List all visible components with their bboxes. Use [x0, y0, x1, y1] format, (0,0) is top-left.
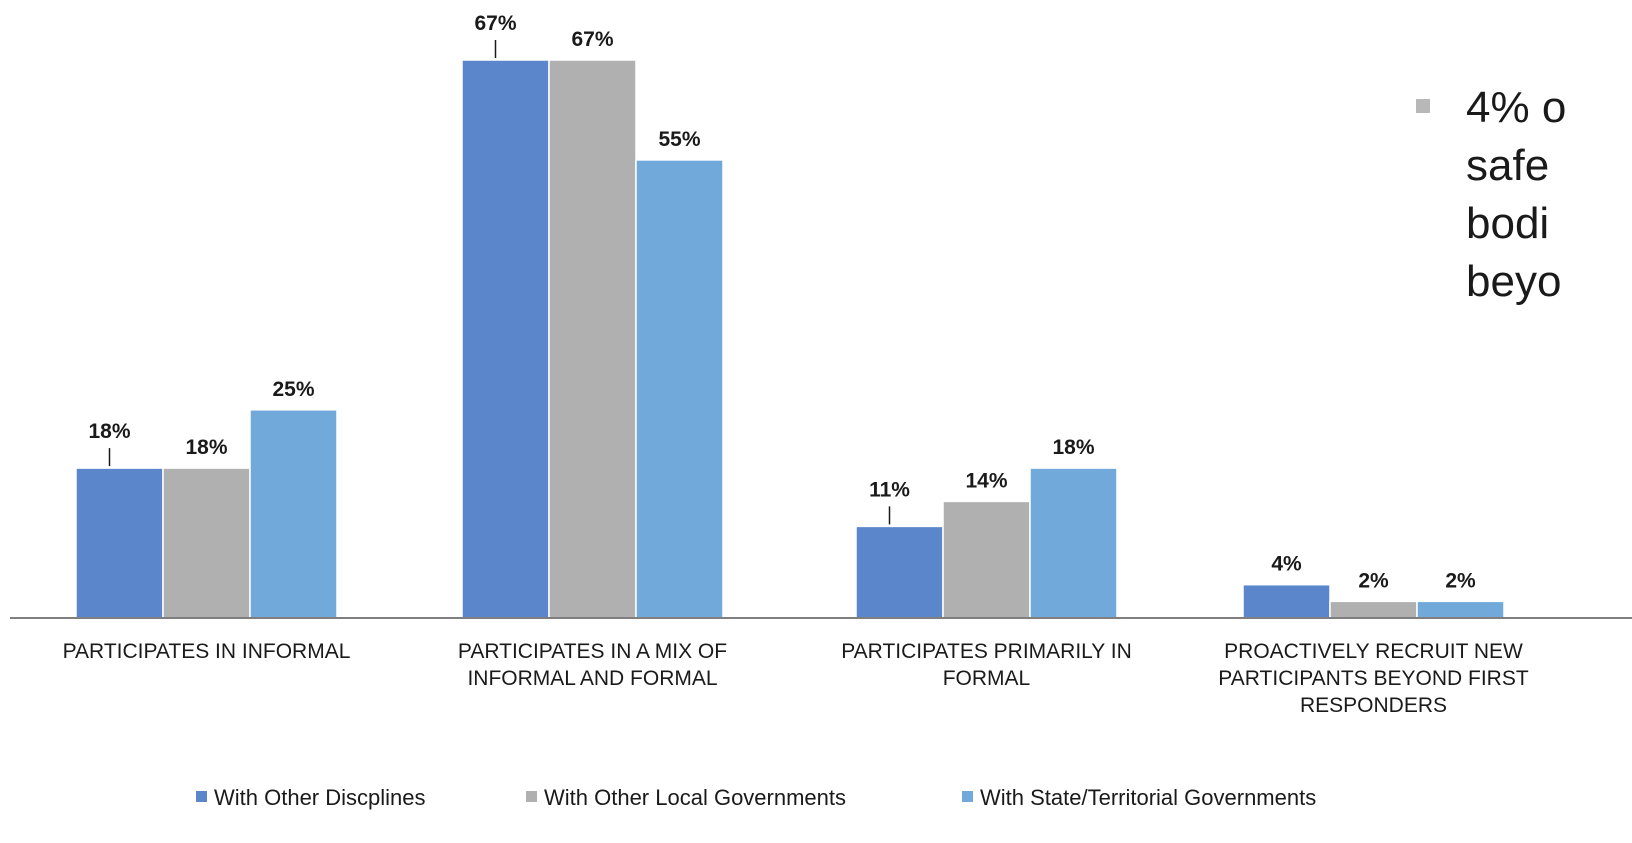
value-labels-layer: 18% 67% 11% 4% 18% 67% 14% 2% 25% 55% 18% 2%	[88, 12, 1476, 592]
bar-2-4	[1329, 600, 1418, 619]
bar-3-4	[1416, 600, 1505, 619]
category-label-2-line-2: INFORMAL AND FORMAL	[467, 667, 717, 690]
side-note-line-3: bodi	[1466, 199, 1549, 248]
legend-label-2: With Other Local Governments	[544, 785, 846, 810]
legend-swatch-2	[526, 791, 537, 802]
legend-swatch-3	[962, 791, 973, 802]
category-label-4-line-1: PROACTIVELY RECRUIT NEW	[1224, 640, 1523, 663]
value-label-3-1: 25%	[272, 378, 314, 401]
bar-1-1	[75, 467, 164, 619]
bars-layer	[75, 59, 1505, 619]
value-label-1-2: 67%	[474, 12, 516, 35]
side-note-line-1: 4% o	[1466, 83, 1566, 132]
value-label-2-3: 14%	[965, 469, 1007, 492]
bar-2-2	[548, 59, 637, 619]
bar-1-2	[461, 59, 550, 619]
value-label-3-2: 55%	[658, 128, 700, 151]
legend: With Other Discplines With Other Local Go…	[196, 785, 1316, 810]
value-label-2-2: 67%	[571, 28, 613, 51]
leader-lines-layer	[108, 40, 891, 525]
legend-label-1: With Other Discplines	[214, 785, 426, 810]
category-label-1-line-1: PARTICIPATES IN INFORMAL	[63, 640, 351, 663]
value-label-1-3: 11%	[869, 478, 910, 501]
bar-2-1	[162, 467, 251, 619]
bar-3-1	[249, 409, 338, 619]
category-label-3-line-2: FORMAL	[943, 667, 1031, 690]
value-label-3-4: 2%	[1445, 569, 1476, 592]
bar-1-4	[1242, 583, 1331, 619]
value-label-1-4: 4%	[1271, 553, 1302, 576]
side-note-line-2: safe	[1466, 141, 1549, 190]
value-label-2-1: 18%	[185, 436, 227, 459]
bar-2-3	[942, 500, 1031, 619]
category-label-4-line-2: PARTICIPANTS BEYOND FIRST	[1218, 667, 1529, 690]
side-note-line-4: beyo	[1466, 257, 1561, 306]
value-label-1-1: 18%	[88, 420, 130, 443]
side-note: 4% o safe bodi beyo	[1416, 83, 1566, 306]
category-label-3-line-1: PARTICIPATES PRIMARILY IN	[841, 640, 1132, 663]
category-label-2-line-1: PARTICIPATES IN A MIX OF	[458, 640, 727, 663]
value-label-3-3: 18%	[1052, 436, 1094, 459]
legend-label-3: With State/Territorial Governments	[980, 785, 1316, 810]
bar-3-3	[1029, 467, 1118, 619]
value-label-2-4: 2%	[1358, 569, 1389, 592]
bar-1-3	[855, 525, 944, 619]
legend-swatch-1	[196, 791, 207, 802]
category-labels-layer: PARTICIPATES IN INFORMAL PARTICIPATES IN …	[63, 640, 1529, 717]
bullet-square-icon	[1416, 99, 1430, 113]
category-label-4-line-3: RESPONDERS	[1300, 694, 1447, 717]
bar-3-2	[635, 159, 724, 619]
